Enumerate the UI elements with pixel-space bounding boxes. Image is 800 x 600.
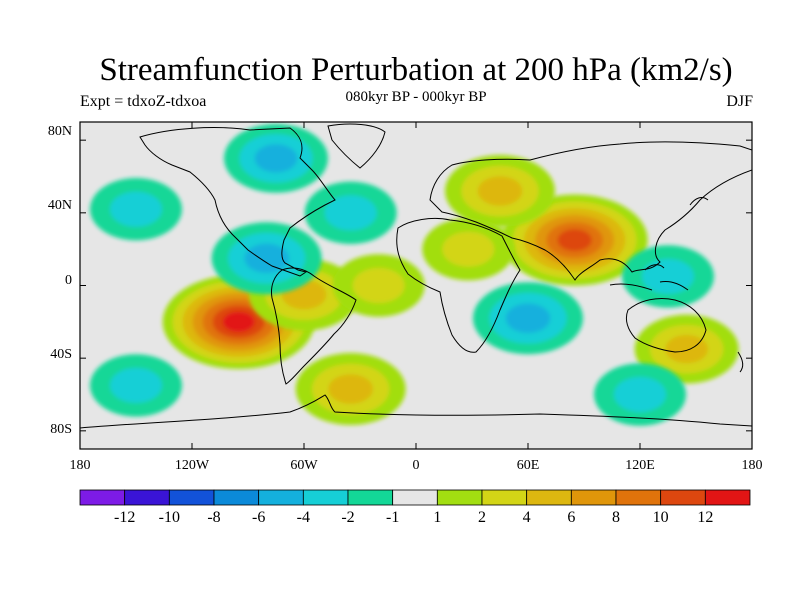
season-label: DJF [726, 93, 753, 110]
feature-eastern-europe-caspian [445, 155, 555, 228]
lat-label-80s: 80S [50, 422, 72, 437]
colorbar-swatch [660, 489, 706, 506]
feature-southern-ocean-indian-sector [594, 363, 686, 426]
contour-level [477, 176, 523, 206]
lat-label-0: 0 [65, 273, 72, 288]
chart-subtitle: 080kyr BP - 000kyr BP [345, 89, 487, 105]
colorbar-swatch [615, 489, 662, 506]
colorbar-swatch [258, 489, 304, 506]
feature-south-asia-tibet [501, 194, 648, 286]
axis-ticks [79, 122, 753, 449]
feature-south-atlantic [295, 353, 406, 426]
colorbar-label: -2 [341, 509, 355, 526]
coastlines [80, 123, 752, 429]
colorbar-label: 10 [652, 509, 669, 526]
feature-east-of-australia [634, 314, 739, 384]
lat-label-40n: 40N [47, 198, 72, 213]
colorbar-swatch [481, 489, 528, 506]
colorbar-swatch [347, 489, 394, 506]
colorbar-label: -10 [158, 509, 180, 526]
contour-level [110, 191, 162, 227]
coastline-australia [625, 297, 707, 353]
feature-north-pacific [90, 178, 182, 241]
colorbar-label: 2 [478, 509, 486, 526]
contour-level [324, 195, 377, 231]
colorbar [79, 489, 751, 506]
feature-tropical-atlantic [332, 254, 425, 317]
colorbar-label: 6 [567, 509, 576, 526]
colorbar-label: -4 [296, 509, 310, 526]
feature-arabia-east-africa [422, 217, 515, 281]
lon-label-180w: 180 [69, 458, 91, 473]
colorbar-swatch [302, 489, 349, 506]
contour-level [328, 374, 373, 404]
colorbar-swatch [526, 489, 572, 506]
colorbar-label: -1 [385, 509, 400, 526]
colorbar-swatch [168, 489, 215, 506]
coastline-africa [396, 217, 521, 353]
coastline-eurasia [429, 141, 752, 281]
colorbar-swatch [570, 489, 617, 506]
lon-label-60e: 60E [516, 458, 540, 473]
feature-western-pacific [622, 245, 714, 308]
coastline-new-zealand [737, 351, 744, 373]
contour-level [110, 367, 162, 404]
feature-canada-arctic [224, 123, 328, 193]
chart-title: Streamfunction Perturbation at 200 hPa (… [99, 52, 733, 88]
coastline-indonesia [609, 264, 689, 291]
coastline-greenland [327, 123, 386, 169]
contour-level [557, 229, 592, 252]
colorbar-label: 1 [433, 509, 442, 526]
colorbar-label: -12 [113, 509, 136, 526]
colorbar-label: -8 [207, 509, 221, 526]
colorbar-swatch [392, 489, 438, 506]
colorbar-label: -6 [251, 509, 266, 526]
lat-label-80n: 80N [47, 124, 72, 139]
feature-southern-ocean-pacific-sector [90, 354, 182, 417]
lon-label-0: 0 [412, 458, 420, 473]
lon-label-120e: 120E [625, 458, 655, 473]
contour-level [352, 267, 405, 304]
lon-label-120w: 120W [174, 458, 210, 473]
contour-level [222, 311, 255, 333]
contour-level [244, 243, 289, 273]
contour-level [254, 144, 298, 173]
colorbar-label: 4 [522, 509, 531, 526]
contour-level [442, 231, 495, 267]
coastline-antarctica [80, 394, 752, 429]
colorbar-swatch [704, 489, 751, 506]
coastline-south-america [271, 267, 357, 385]
coastline-japan [689, 197, 709, 206]
contour-level [614, 376, 666, 413]
streamfunction-field [80, 122, 752, 449]
colorbar-swatch [213, 489, 260, 506]
coastline-north-america [139, 127, 336, 277]
colorbar-swatch [79, 489, 126, 506]
feature-north-atlantic [304, 181, 397, 245]
lat-label-40s: 40S [50, 347, 72, 362]
colorbar-swatch [436, 489, 483, 506]
feature-indian-ocean [473, 282, 583, 355]
colorbar-label: 8 [612, 509, 620, 526]
experiment-label: Expt = tdxoZ-tdxoa [80, 93, 207, 110]
lon-label-60w: 60W [290, 458, 318, 473]
colorbar-label: 12 [697, 509, 714, 526]
contour-level [665, 334, 709, 364]
feature-tropical-east-pacific-caribbean [211, 222, 322, 295]
contour-level [505, 303, 551, 333]
colorbar-swatch [124, 489, 170, 506]
lon-label-180e: 180 [741, 458, 763, 473]
